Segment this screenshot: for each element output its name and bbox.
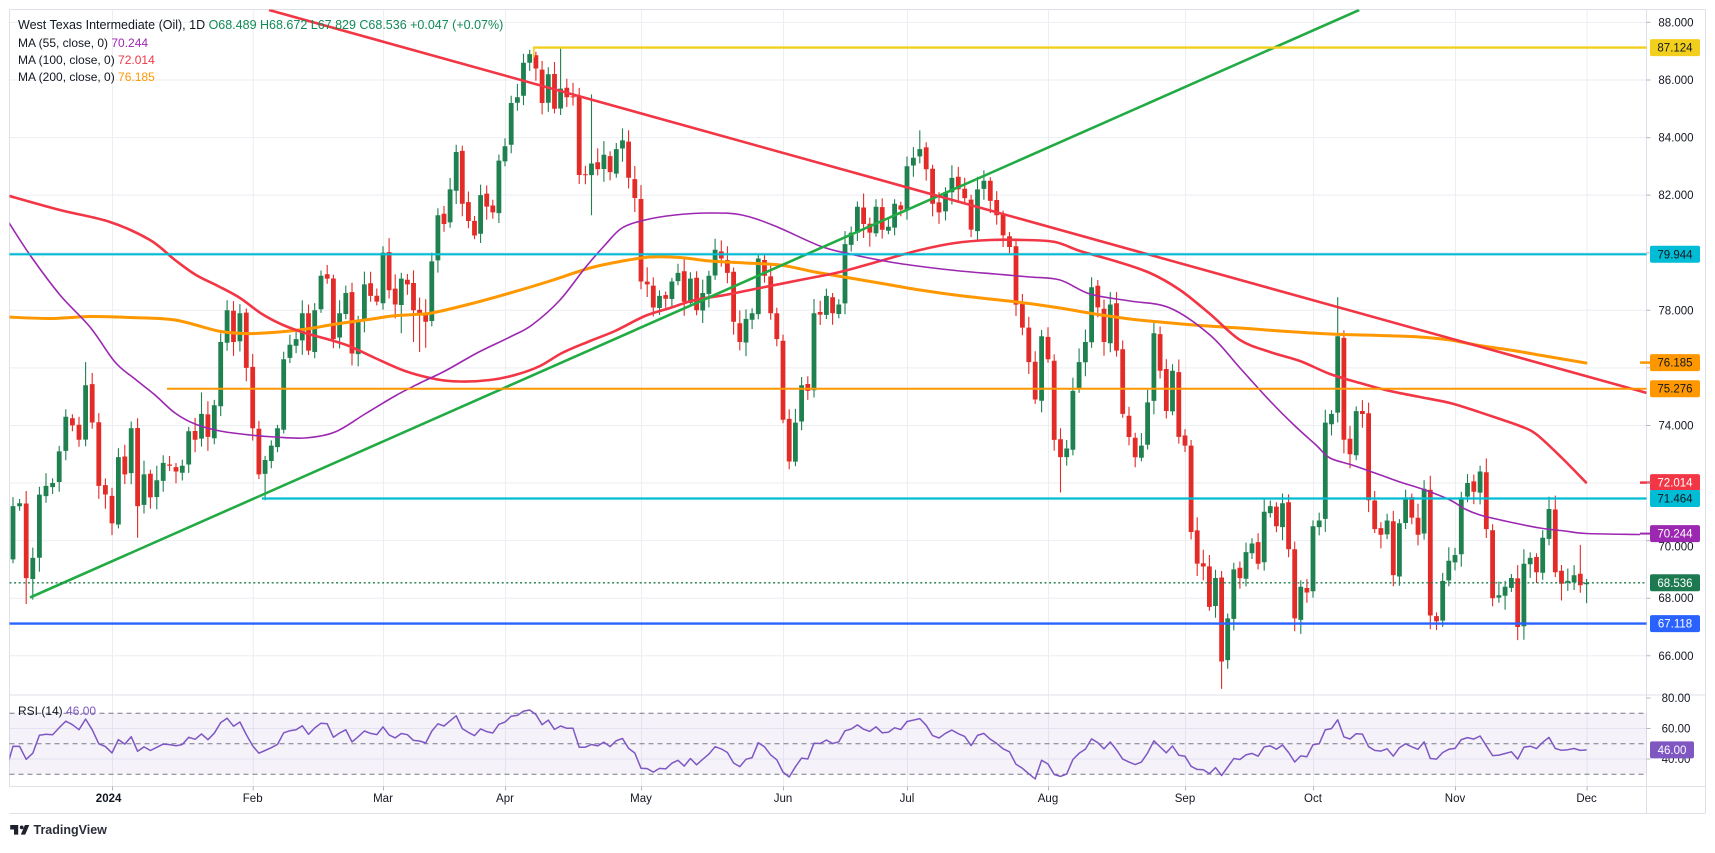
svg-text:86.000: 86.000 bbox=[1658, 75, 1693, 87]
svg-text:82.000: 82.000 bbox=[1658, 190, 1693, 202]
svg-text:75.276: 75.276 bbox=[1657, 384, 1692, 396]
svg-text:West Texas Intermediate (Oil),: West Texas Intermediate (Oil), 1D O68.48… bbox=[18, 18, 503, 32]
svg-text:Mar: Mar bbox=[373, 793, 393, 805]
svg-text:76.185: 76.185 bbox=[1657, 358, 1692, 370]
svg-text:Oct: Oct bbox=[1304, 793, 1323, 805]
svg-text:TradingView: TradingView bbox=[34, 823, 108, 837]
svg-text:Feb: Feb bbox=[243, 793, 263, 805]
svg-text:Dec: Dec bbox=[1576, 793, 1597, 805]
svg-text:May: May bbox=[630, 793, 652, 805]
svg-text:66.000: 66.000 bbox=[1658, 651, 1693, 663]
svg-text:Jun: Jun bbox=[774, 793, 793, 805]
svg-text:72.014: 72.014 bbox=[1657, 478, 1693, 490]
svg-text:Sep: Sep bbox=[1175, 793, 1195, 805]
svg-text:70.244: 70.244 bbox=[1657, 529, 1693, 541]
svg-text:MA (200, close, 0) 76.185: MA (200, close, 0) 76.185 bbox=[18, 70, 155, 84]
svg-text:78.000: 78.000 bbox=[1658, 305, 1693, 317]
svg-text:Nov: Nov bbox=[1445, 793, 1466, 805]
svg-text:68.536: 68.536 bbox=[1657, 578, 1692, 590]
svg-text:87.124: 87.124 bbox=[1657, 43, 1693, 55]
svg-text:2024: 2024 bbox=[96, 793, 122, 805]
svg-text:46.00: 46.00 bbox=[1658, 745, 1687, 757]
svg-text:Jul: Jul bbox=[900, 793, 915, 805]
svg-text:71.464: 71.464 bbox=[1657, 494, 1693, 506]
svg-text:84.000: 84.000 bbox=[1658, 133, 1693, 145]
svg-text:RSI (14) 46.00: RSI (14) 46.00 bbox=[18, 704, 96, 718]
svg-text:70.000: 70.000 bbox=[1658, 542, 1693, 554]
svg-text:74.000: 74.000 bbox=[1658, 421, 1693, 433]
svg-text:Aug: Aug bbox=[1038, 793, 1058, 805]
svg-text:MA (55, close, 0) 70.244: MA (55, close, 0) 70.244 bbox=[18, 36, 148, 50]
svg-text:68.000: 68.000 bbox=[1658, 593, 1693, 605]
svg-text:80.00: 80.00 bbox=[1662, 693, 1691, 705]
svg-text:79.944: 79.944 bbox=[1657, 249, 1693, 261]
svg-text:MA (100, close, 0) 72.014: MA (100, close, 0) 72.014 bbox=[18, 53, 155, 67]
svg-text:60.00: 60.00 bbox=[1662, 724, 1691, 736]
svg-text:Apr: Apr bbox=[496, 793, 514, 805]
svg-text:67.118: 67.118 bbox=[1658, 619, 1692, 631]
svg-text:88.000: 88.000 bbox=[1658, 17, 1693, 29]
